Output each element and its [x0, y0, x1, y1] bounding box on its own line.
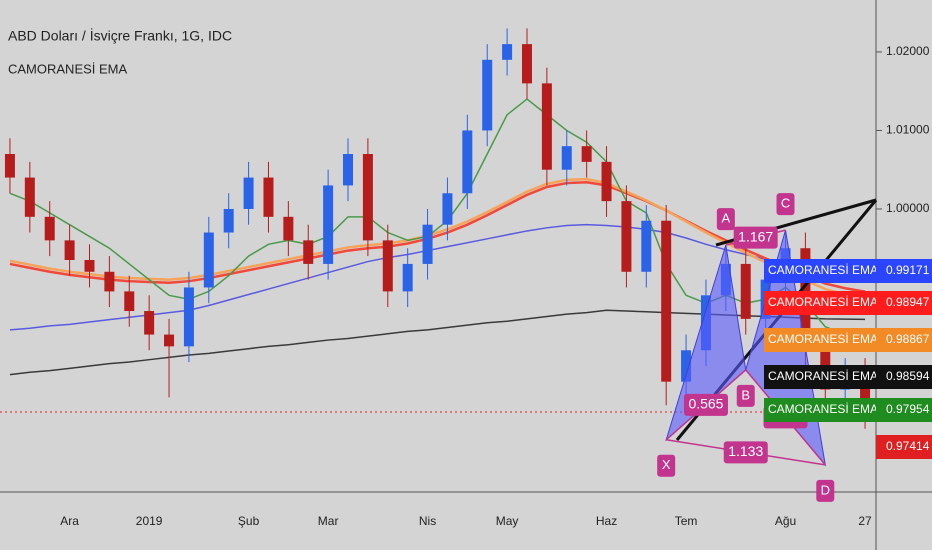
ema-value: 0.98947 — [886, 295, 930, 309]
candle-body — [442, 193, 453, 225]
ema-label-box — [764, 259, 876, 283]
ema-label-box — [764, 328, 876, 352]
ema-value-box — [876, 259, 932, 283]
ema-value: 0.97954 — [886, 402, 930, 416]
plot-area — [0, 28, 876, 429]
candle-body — [561, 146, 572, 170]
pattern-point-label: A — [722, 211, 731, 226]
pattern-point-label: D — [821, 482, 830, 497]
candle-body — [661, 220, 672, 382]
x-tick-label: 27 — [858, 514, 872, 528]
ema-value-box — [876, 398, 932, 422]
x-tick-label: Tem — [675, 514, 698, 528]
candle-body — [681, 350, 692, 382]
pattern-point-box — [776, 193, 795, 216]
candle-body — [24, 177, 35, 217]
candle-body — [502, 44, 513, 60]
candle-body — [621, 201, 632, 272]
ema-label: CAMORANESİ EMA — [768, 402, 878, 416]
candle-body — [183, 287, 194, 347]
x-tick-label: May — [496, 514, 519, 528]
pattern-point-label: B — [741, 387, 750, 402]
ema-value-box — [876, 365, 932, 389]
x-tick-label: Ara — [60, 514, 79, 528]
ema-label-box — [764, 365, 876, 389]
price-value: 0.97414 — [886, 439, 930, 453]
candle-body — [382, 240, 393, 292]
pattern-point-label: X — [662, 457, 671, 472]
ema-value: 0.98867 — [886, 332, 930, 346]
candle-body — [263, 177, 274, 217]
pattern-point-label: C — [781, 196, 790, 211]
ema-label-box — [764, 398, 876, 422]
ema-value-box — [876, 328, 932, 352]
x-tick-label: 2019 — [136, 514, 163, 528]
candle-body — [860, 373, 871, 412]
x-tick-label: Nis — [419, 514, 436, 528]
chart-title: ABD Doları / İsviçre Frankı, 1G, IDC — [8, 27, 232, 44]
ema-value: 0.98594 — [886, 369, 930, 383]
candle-body — [402, 263, 413, 292]
candle-body — [641, 220, 652, 272]
y-tick-label: 1.02000 — [886, 44, 930, 58]
candle-body — [4, 154, 15, 178]
candle-body — [541, 83, 552, 170]
ratio-box — [683, 393, 728, 416]
pattern-point-box — [657, 454, 676, 477]
candle-body — [521, 44, 532, 84]
candle-body — [84, 259, 95, 272]
ema-label-box — [764, 291, 876, 315]
ratio-box — [723, 441, 768, 464]
ema-label: CAMORANESİ EMA:100 — [768, 295, 902, 309]
candle-body — [482, 59, 493, 131]
pattern-point-box — [816, 479, 835, 502]
candle-body — [422, 224, 433, 264]
candle-body — [283, 216, 294, 241]
ema-value: 0.99171 — [886, 263, 930, 277]
ratio-box — [733, 226, 778, 249]
candle-body — [104, 271, 115, 292]
ema-label: CAMORANESİ EMA:89 — [768, 332, 895, 346]
candle-body — [462, 130, 473, 194]
candle-body — [64, 240, 75, 260]
ratio-label: 1.133 — [728, 443, 763, 459]
x-tick-label: Mar — [318, 514, 339, 528]
ema-label: CAMORANESİ EMA 633 — [768, 369, 901, 383]
candle-body — [343, 154, 354, 186]
candle-body — [323, 185, 334, 264]
candle-body — [124, 291, 135, 312]
x-tick-label: Şub — [238, 514, 260, 528]
candle-body — [601, 161, 612, 202]
candle-body — [303, 240, 314, 264]
ratio-label: 1.167 — [738, 228, 773, 244]
candle-body — [740, 263, 751, 319]
candle-body — [44, 216, 55, 241]
x-tick-label: Ağu — [775, 514, 796, 528]
candle-body — [223, 208, 234, 233]
ema-line — [9, 177, 866, 300]
indicator-name: CAMORANESİ EMA — [8, 61, 128, 76]
candle-body — [581, 146, 592, 162]
x-tick-label: Haz — [596, 514, 617, 528]
candle-body — [243, 177, 254, 209]
y-tick-label: 1.00000 — [886, 201, 930, 215]
pattern-point-box — [716, 208, 735, 231]
candle-body — [144, 311, 155, 335]
ema-value-box — [876, 291, 932, 315]
ema-label: CAMORANESİ EMA:200 — [768, 263, 902, 277]
y-tick-label: 1.01000 — [886, 123, 930, 137]
candle-body — [203, 232, 214, 288]
pattern-point-box — [736, 384, 755, 407]
price-value-box — [876, 435, 932, 459]
candle-body — [164, 334, 175, 347]
candle-body — [362, 154, 373, 241]
ratio-label: 0.565 — [688, 396, 723, 412]
